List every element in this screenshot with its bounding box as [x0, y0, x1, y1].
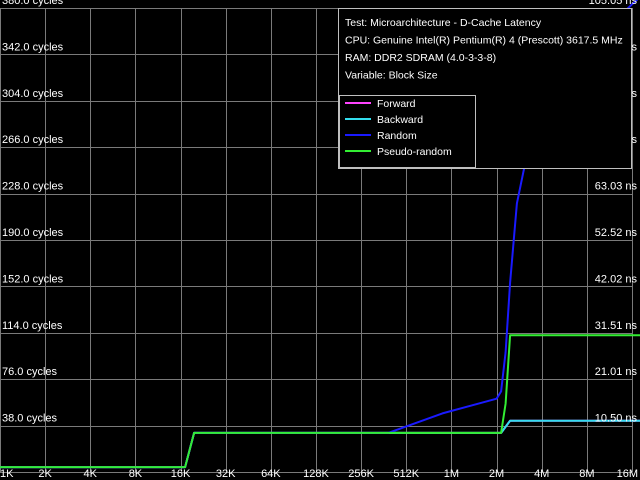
x-tick-label: 128K [303, 468, 329, 480]
x-tick-label: 16M [617, 468, 638, 480]
legend-label: Backward [377, 114, 423, 126]
y-left-tick-label: 114.0 cycles [2, 320, 63, 332]
y-right-tick-label: 52.52 ns [595, 227, 638, 239]
series-line-pseudo-random [0, 334, 640, 469]
legend-box [339, 95, 476, 168]
y-left-tick-label: 228.0 cycles [2, 181, 64, 193]
x-tick-label: 8M [579, 468, 594, 480]
y-right-tick-label: 63.03 ns [595, 181, 638, 193]
y-left-tick-label: 38.0 cycles [2, 413, 58, 425]
x-tick-label: 4K [84, 468, 98, 480]
x-tick-label: 64K [261, 468, 281, 480]
x-tick-label: 16K [171, 468, 191, 480]
y-left-tick-label: 152.0 cycles [2, 273, 64, 285]
y-right-tick-label: 42.02 ns [595, 273, 638, 285]
legend-label: Random [377, 130, 417, 142]
left-axis-ticks: 38.0 cycles 76.0 cycles 114.0 cycles 152.0 … [2, 0, 64, 425]
x-tick-label: 2K [38, 468, 52, 480]
x-tick-label: 32K [216, 468, 236, 480]
x-tick-label: 1M [444, 468, 459, 480]
y-right-tick-label: 21.01 ns [595, 366, 638, 378]
x-tick-label: 512K [393, 468, 419, 480]
x-tick-label: 1K [0, 468, 14, 480]
x-axis-ticks: 1K 2K 4K 8K 16K 32K 64K 128K 256K 512K 1M 2M 4M 8M 16M [0, 468, 638, 480]
y-left-tick-label: 304.0 cycles [2, 88, 64, 100]
info-line: Test: Microarchitecture - D-Cache Latenc… [345, 17, 542, 29]
info-line: RAM: DDR2 SDRAM (4.0-3-3-8) [345, 52, 496, 64]
info-line: CPU: Genuine Intel(R) Pentium(R) 4 (Pres… [345, 35, 623, 47]
y-left-tick-label: 190.0 cycles [2, 227, 64, 239]
y-left-tick-label: 380.0 cycles [2, 0, 64, 7]
series-line-forward [0, 419, 640, 469]
x-tick-label: 4M [534, 468, 549, 480]
y-right-tick-label: 31.51 ns [595, 320, 638, 332]
y-left-tick-label: 76.0 cycles [2, 366, 58, 378]
info-box: Test: Microarchitecture - D-Cache Latenc… [338, 8, 632, 169]
legend-label: Forward [377, 98, 416, 110]
y-right-tick-label: 10.50 ns [595, 413, 638, 425]
series-line-backward [0, 419, 640, 469]
y-left-tick-label: 342.0 cycles [2, 41, 64, 53]
legend-label: Pseudo-random [377, 146, 452, 158]
y-left-tick-label: 266.0 cycles [2, 134, 64, 146]
x-tick-label: 256K [348, 468, 374, 480]
y-right-tick-label: 105.05 ns [589, 0, 638, 7]
x-tick-label: 8K [129, 468, 143, 480]
info-line: Variable: Block Size [345, 70, 438, 82]
x-tick-label: 2M [489, 468, 504, 480]
